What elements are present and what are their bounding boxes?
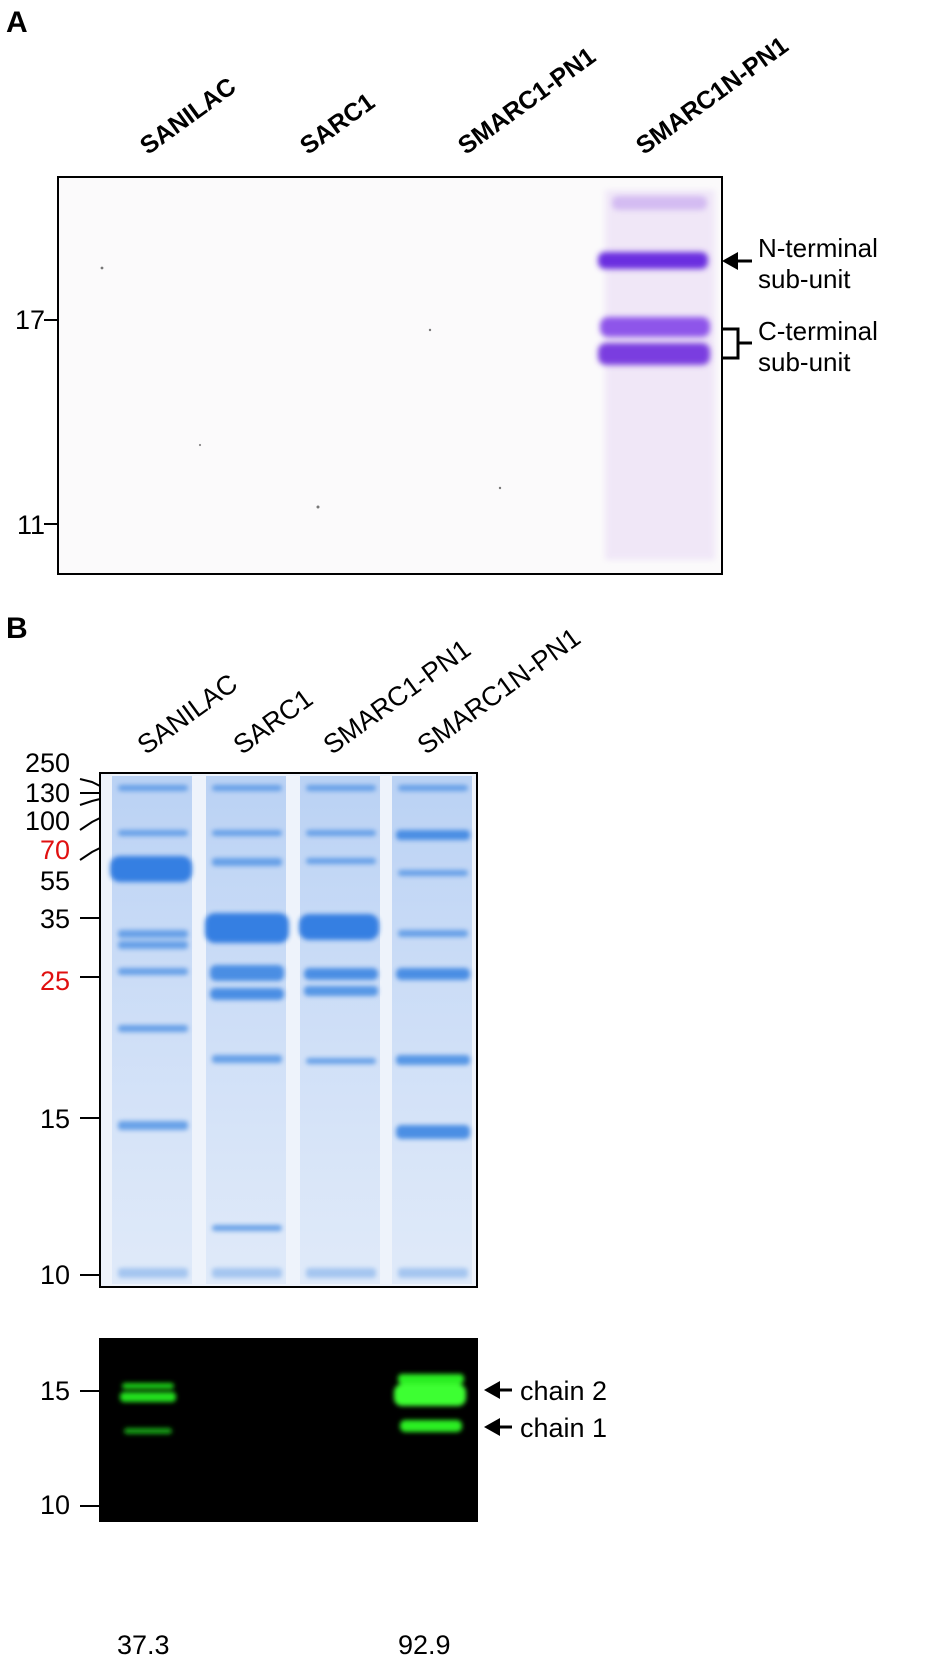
blot-marker-10: 10 (39, 1490, 70, 1520)
chain-1-label: chain 1 (520, 1413, 608, 1443)
gel-a-band-c-terminal-lower (598, 343, 710, 365)
panel-b-blot (99, 1338, 478, 1522)
chain-2-arrow-icon (484, 1381, 512, 1399)
panel-a-marker-11: 11 (16, 510, 45, 540)
c-terminal-bracket-icon (722, 327, 752, 360)
panel-b-letter: B (6, 612, 28, 645)
n-terminal-line-1: N-terminal (758, 233, 878, 263)
panel-b-marker-130: 130 (24, 778, 70, 808)
c-terminal-label: C-terminal sub-unit (758, 316, 878, 378)
panel-b-marker-15: 15 (39, 1104, 70, 1134)
panel-b-marker-70: 70 (39, 835, 70, 865)
panel-a-marker-17: 17 (14, 305, 45, 335)
blot-band-lane1-chain1 (124, 1428, 172, 1434)
chain-1-arrow-icon (484, 1418, 512, 1436)
gel-a-band-c-terminal-upper (600, 317, 710, 337)
c-terminal-line-1: C-terminal (758, 316, 878, 346)
panel-b-gel (99, 772, 478, 1288)
panel-a-letter: A (6, 6, 28, 39)
blot-marker-15: 15 (39, 1376, 70, 1406)
panel-b-marker-100: 100 (24, 806, 70, 836)
n-terminal-line-2: sub-unit (758, 264, 851, 295)
c-terminal-line-2: sub-unit (758, 347, 851, 378)
panel-b-marker-25: 25 (39, 966, 70, 996)
quantification-lane-4: 92.9 (398, 1630, 451, 1660)
panel-b-marker-35: 35 (39, 904, 70, 934)
blot-band-lane4-chain2-upper (398, 1374, 464, 1384)
panel-a-gel (57, 176, 723, 575)
n-terminal-label: N-terminal sub-unit (758, 233, 878, 295)
gel-a-band-n-terminal (598, 252, 708, 269)
blot-band-lane1-chain2 (120, 1392, 176, 1402)
panel-b-marker-250: 250 (24, 748, 70, 778)
blot-band-lane4-chain2 (394, 1384, 466, 1406)
blot-band-lane1-chain2-upper (122, 1383, 174, 1389)
n-terminal-arrow-icon (722, 252, 752, 270)
blot-band-lane4-chain1 (400, 1420, 462, 1432)
gel-a-band-faint (612, 196, 707, 210)
panel-b-marker-10: 10 (39, 1260, 70, 1290)
panel-b-marker-55: 55 (39, 866, 70, 896)
quantification-lane-1: 37.3 (117, 1630, 170, 1660)
panel-b-gel-ticks (79, 778, 101, 1276)
chain-2-label: chain 2 (520, 1376, 608, 1406)
